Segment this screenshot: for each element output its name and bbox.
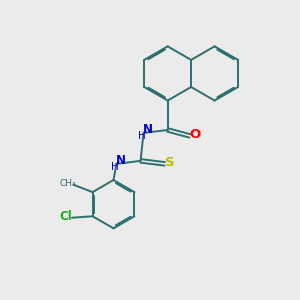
Text: H: H [139,131,146,141]
Text: O: O [189,128,201,142]
Text: S: S [165,157,175,169]
Text: CH₃: CH₃ [60,179,76,188]
Text: N: N [142,123,153,136]
Text: Cl: Cl [59,210,72,223]
Text: N: N [116,154,126,167]
Text: H: H [111,162,119,172]
